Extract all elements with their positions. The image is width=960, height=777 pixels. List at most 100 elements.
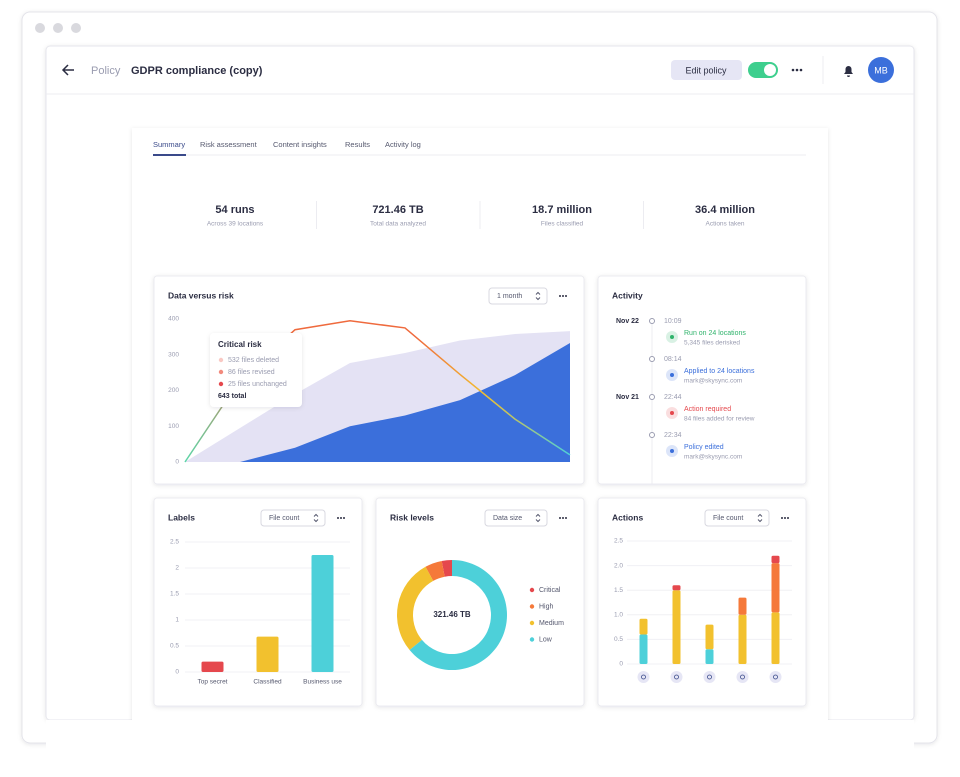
dropdown[interactable] [488, 287, 548, 305]
panel-menu-dot[interactable] [340, 517, 342, 519]
y-tick-label: 2.5 [614, 538, 623, 545]
tooltip [210, 333, 302, 407]
window-dot [35, 23, 45, 33]
bell[interactable] [844, 66, 853, 77]
tooltip-total: 643 total [218, 393, 246, 400]
activity-detail: mark@skysync.com [684, 454, 742, 461]
bar-segment [771, 563, 780, 613]
action-icon-glyph [740, 674, 745, 680]
legend-label: High [539, 603, 554, 610]
edit-button[interactable] [671, 60, 742, 80]
tab[interactable]: Content insights [273, 140, 327, 149]
dropdown[interactable] [260, 509, 326, 527]
panel-menu-dot[interactable] [784, 517, 786, 519]
activity-title[interactable]: Applied to 24 locations [684, 368, 755, 375]
x-tick-label: Classified [253, 679, 282, 686]
activity-date: Nov 22 [616, 318, 639, 325]
tab[interactable]: Risk assessment [200, 140, 258, 149]
tooltip-line: 86 files revised [228, 369, 275, 376]
tab[interactable]: Summary [153, 140, 185, 149]
y-tick-label: 1 [175, 617, 179, 624]
tooltip-line: 25 files unchanged [228, 381, 287, 388]
edit-button-label[interactable]: Edit policy [685, 65, 727, 75]
donut-slice [409, 560, 507, 670]
donut-slice [425, 560, 445, 581]
activity-icon-glyph [670, 335, 674, 339]
action-icon[interactable] [670, 671, 683, 683]
legend-dot [529, 620, 535, 626]
donut-slice [441, 560, 452, 577]
window-dot [53, 23, 63, 33]
action-icon[interactable] [637, 671, 650, 683]
panel-menu-dot[interactable] [343, 517, 345, 519]
x-tick-label: Top secret [198, 679, 228, 686]
dropdown-label[interactable]: File count [713, 515, 743, 522]
back-button[interactable] [61, 64, 74, 76]
stat-value: 54 runs [215, 204, 254, 216]
tooltip-dot [218, 381, 224, 387]
panel-menu-dot[interactable] [562, 295, 564, 297]
donut-slice [396, 566, 434, 651]
bar [256, 636, 279, 672]
dropdown-label[interactable]: File count [269, 515, 299, 522]
panel-menu-dot[interactable] [559, 517, 561, 519]
panel [597, 275, 807, 485]
panel-title: Activity [612, 290, 643, 300]
dropdown[interactable] [484, 509, 548, 527]
action-icon[interactable] [769, 671, 782, 683]
window-dot [71, 23, 81, 33]
action-icon-glyph [674, 674, 679, 680]
action-icon[interactable] [736, 671, 749, 683]
activity-detail: 5,345 files derisked [684, 340, 740, 347]
action-icon-glyph [641, 674, 646, 680]
y-tick-label: 0.5 [170, 643, 179, 650]
panel-menu-dot[interactable] [565, 517, 567, 519]
panel-menu-dot[interactable] [787, 517, 789, 519]
activity-icon-glyph [670, 411, 674, 415]
panel-menu-dot[interactable] [559, 295, 561, 297]
panel [597, 497, 807, 707]
area [185, 342, 570, 462]
donut-center: 321.46 TB [433, 610, 471, 619]
panel-title: Risk levels [390, 512, 434, 522]
panel-menu-dot[interactable] [562, 517, 564, 519]
activity-date: Nov 21 [616, 394, 639, 401]
activity-detail: 84 files added for review [684, 416, 755, 423]
panel-menu-dot[interactable] [337, 517, 339, 519]
dropdown-caret [313, 513, 319, 523]
tab[interactable]: Activity log [385, 140, 421, 149]
breadcrumb[interactable]: Policy [91, 65, 121, 77]
panel-menu-dot[interactable] [565, 295, 567, 297]
bar-segment [672, 585, 681, 591]
action-icon-glyph [707, 674, 712, 680]
stat-value: 721.46 TB [372, 204, 423, 216]
stat-value: 18.7 million [532, 204, 592, 216]
action-icon[interactable] [703, 671, 716, 683]
tab[interactable]: Results [345, 140, 370, 149]
activity-title[interactable]: Policy edited [684, 444, 724, 451]
y-tick-label: 0 [175, 669, 179, 676]
activity-title[interactable]: Run on 24 locations [684, 330, 746, 337]
bar-segment [771, 555, 780, 564]
avatar[interactable] [868, 57, 894, 83]
dropdown-caret [535, 291, 541, 301]
stat-label: Files classified [541, 221, 584, 228]
bar-segment [738, 614, 747, 664]
panel-title: Data versus risk [168, 290, 234, 300]
y-tick-label: 2 [175, 565, 179, 572]
y-tick-label: 200 [168, 387, 179, 394]
dropdown-label[interactable]: 1 month [497, 293, 522, 300]
tooltip-dot [218, 369, 224, 375]
panel-menu-dot[interactable] [781, 517, 783, 519]
dropdown[interactable] [704, 509, 770, 527]
bar-segment [672, 590, 681, 664]
dropdown-label[interactable]: Data size [493, 515, 522, 522]
avatar-initials: MB [874, 65, 888, 75]
activity-icon-glyph [670, 373, 674, 377]
more-menu[interactable] [791, 68, 803, 72]
y-tick-label: 2.0 [614, 562, 623, 569]
panel [153, 497, 363, 707]
activity-title[interactable]: Action required [684, 406, 731, 413]
y-tick-label: 0 [619, 661, 623, 668]
